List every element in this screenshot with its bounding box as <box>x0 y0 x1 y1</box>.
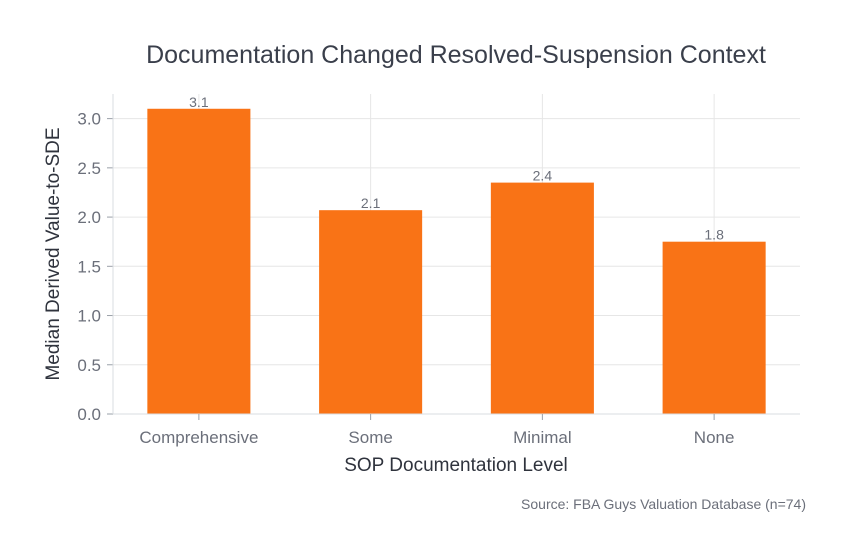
y-tick-label: 2.0 <box>77 208 101 227</box>
y-tick-label: 3.0 <box>77 110 101 129</box>
x-tick-label: Minimal <box>513 428 572 447</box>
y-tick-label: 1.0 <box>77 307 101 326</box>
x-axis-label: SOP Documentation Level <box>344 455 568 476</box>
chart-title: Documentation Changed Resolved-Suspensio… <box>146 41 766 69</box>
bar <box>490 182 594 414</box>
bar <box>147 108 251 415</box>
bar <box>662 241 766 414</box>
y-tick-label: 0.0 <box>77 405 101 424</box>
bar-value-label: 2.1 <box>361 195 381 211</box>
source-note: Source: FBA Guys Valuation Database (n=7… <box>521 496 806 512</box>
bars: 3.1 2.1 2.4 1.8 <box>147 94 766 415</box>
bar-value-label: 2.4 <box>533 168 553 184</box>
x-tick-label: Some <box>348 428 392 447</box>
y-tick-label: 1.5 <box>77 257 101 276</box>
x-tick-label: Comprehensive <box>139 428 258 447</box>
y-tick-label: 2.5 <box>77 159 101 178</box>
bar <box>319 210 423 414</box>
y-tick-label: 0.5 <box>77 356 101 375</box>
bar-value-label: 1.8 <box>704 227 724 243</box>
axes: 0.0 0.5 1.0 1.5 2.0 2.5 3.0 Comprehensive Some Mi… <box>77 94 800 447</box>
y-axis-label: Median Derived Value-to-SDE <box>43 127 64 380</box>
x-tick-label: None <box>694 428 735 447</box>
bar-value-label: 3.1 <box>189 94 209 110</box>
